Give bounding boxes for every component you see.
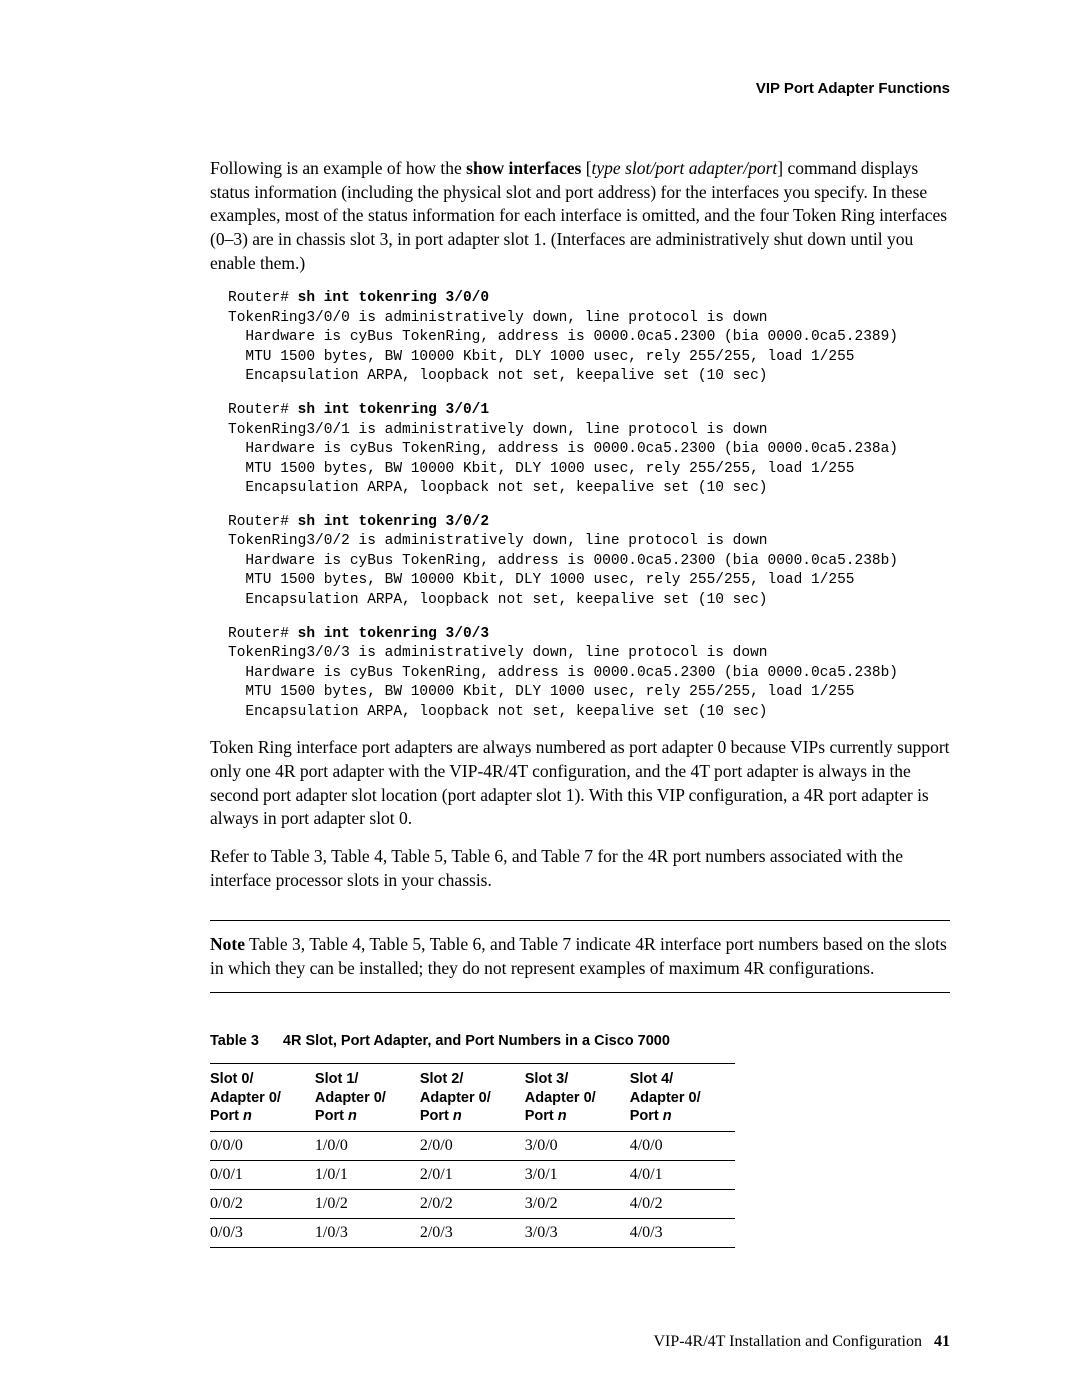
note-text: Table 3, Table 4, Table 5, Table 6, and …: [210, 934, 947, 978]
table-cell: 3/0/2: [525, 1189, 630, 1218]
table-cell: 0/0/2: [210, 1189, 315, 1218]
code-cmd: sh int tokenring 3/0/0: [298, 290, 489, 306]
code-body: TokenRing3/0/0 is administratively down,…: [228, 310, 898, 385]
hdr-l1: Slot 1/: [315, 1071, 359, 1087]
hdr-l3: Port: [525, 1108, 558, 1124]
table-cell: 0/0/3: [210, 1218, 315, 1247]
intro-command-bold: show interfaces: [466, 158, 581, 178]
table-header-row: Slot 0/Adapter 0/Port n Slot 1/Adapter 0…: [210, 1064, 735, 1131]
hdr-l3: Port: [420, 1108, 453, 1124]
code-block-4: Router# sh int tokenring 3/0/3 TokenRing…: [228, 625, 950, 723]
table-cell: 4/0/1: [630, 1160, 735, 1189]
hdr-lit: n: [453, 1108, 462, 1124]
hdr-l2: Adapter 0/: [525, 1090, 596, 1106]
table-cell: 4/0/2: [630, 1189, 735, 1218]
code-prompt: Router#: [228, 290, 298, 306]
table-row: 0/0/3 1/0/3 2/0/3 3/0/3 4/0/3: [210, 1218, 735, 1247]
table-cell: 3/0/3: [525, 1218, 630, 1247]
table-cell: 2/0/0: [420, 1131, 525, 1160]
table-header-2: Slot 2/Adapter 0/Port n: [420, 1064, 525, 1131]
table-caption: 4R Slot, Port Adapter, and Port Numbers …: [283, 1033, 670, 1049]
table-cell: 2/0/2: [420, 1189, 525, 1218]
table-cell: 0/0/0: [210, 1131, 315, 1160]
code-body: TokenRing3/0/2 is administratively down,…: [228, 533, 898, 608]
hdr-l1: Slot 0/: [210, 1071, 254, 1087]
table-header-0: Slot 0/Adapter 0/Port n: [210, 1064, 315, 1131]
hdr-lit: n: [348, 1108, 357, 1124]
note-rule-bottom: [210, 992, 950, 993]
footer-page-number: 41: [934, 1333, 950, 1350]
note-label: Note: [210, 934, 245, 954]
note-paragraph: Note Table 3, Table 4, Table 5, Table 6,…: [210, 933, 950, 980]
port-table: Slot 0/Adapter 0/Port n Slot 1/Adapter 0…: [210, 1063, 735, 1247]
hdr-l3: Port: [315, 1108, 348, 1124]
table-cell: 4/0/0: [630, 1131, 735, 1160]
intro-text-1: Following is an example of how the: [210, 158, 466, 178]
paragraph-3: Refer to Table 3, Table 4, Table 5, Tabl…: [210, 845, 950, 892]
hdr-l2: Adapter 0/: [420, 1090, 491, 1106]
hdr-l1: Slot 4/: [630, 1071, 674, 1087]
code-cmd: sh int tokenring 3/0/3: [298, 626, 489, 642]
table-cell: 0/0/1: [210, 1160, 315, 1189]
table-cell: 3/0/1: [525, 1160, 630, 1189]
page-content: VIP Port Adapter Functions Following is …: [0, 0, 1080, 1298]
table-cell: 1/0/2: [315, 1189, 420, 1218]
intro-paragraph: Following is an example of how the show …: [210, 157, 950, 275]
code-cmd: sh int tokenring 3/0/1: [298, 402, 489, 418]
hdr-l3: Port: [210, 1108, 243, 1124]
table-cell: 2/0/1: [420, 1160, 525, 1189]
code-cmd: sh int tokenring 3/0/2: [298, 514, 489, 530]
table-header-3: Slot 3/Adapter 0/Port n: [525, 1064, 630, 1131]
code-body: TokenRing3/0/1 is administratively down,…: [228, 422, 898, 497]
code-body: TokenRing3/0/3 is administratively down,…: [228, 645, 898, 720]
table-header-1: Slot 1/Adapter 0/Port n: [315, 1064, 420, 1131]
table-cell: 1/0/0: [315, 1131, 420, 1160]
page-footer: VIP-4R/4T Installation and Configuration…: [653, 1333, 950, 1351]
hdr-l2: Adapter 0/: [630, 1090, 701, 1106]
code-block-3: Router# sh int tokenring 3/0/2 TokenRing…: [228, 513, 950, 611]
hdr-l1: Slot 3/: [525, 1071, 569, 1087]
hdr-l3: Port: [630, 1108, 663, 1124]
table-cell: 2/0/3: [420, 1218, 525, 1247]
code-prompt: Router#: [228, 402, 298, 418]
hdr-lit: n: [243, 1108, 252, 1124]
hdr-l1: Slot 2/: [420, 1071, 464, 1087]
table-row: 0/0/0 1/0/0 2/0/0 3/0/0 4/0/0: [210, 1131, 735, 1160]
code-prompt: Router#: [228, 514, 298, 530]
hdr-lit: n: [558, 1108, 567, 1124]
intro-bracket-open: [: [581, 158, 591, 178]
note-rule-top: [210, 920, 950, 921]
table-row: 0/0/1 1/0/1 2/0/1 3/0/1 4/0/1: [210, 1160, 735, 1189]
paragraph-2: Token Ring interface port adapters are a…: [210, 736, 950, 831]
table-cell: 1/0/3: [315, 1218, 420, 1247]
table-cell: 1/0/1: [315, 1160, 420, 1189]
intro-args-italic: type slot/port adapter/port: [592, 158, 778, 178]
code-block-1: Router# sh int tokenring 3/0/0 TokenRing…: [228, 289, 950, 387]
footer-text: VIP-4R/4T Installation and Configuration: [653, 1333, 922, 1350]
hdr-lit: n: [663, 1108, 672, 1124]
hdr-l2: Adapter 0/: [210, 1090, 281, 1106]
table-cell: 3/0/0: [525, 1131, 630, 1160]
table-row: 0/0/2 1/0/2 2/0/2 3/0/2 4/0/2: [210, 1189, 735, 1218]
table-header-4: Slot 4/Adapter 0/Port n: [630, 1064, 735, 1131]
page-header: VIP Port Adapter Functions: [210, 80, 950, 97]
table-label: Table 3: [210, 1033, 259, 1049]
table-title: Table 3 4R Slot, Port Adapter, and Port N…: [210, 1033, 950, 1049]
table-cell: 4/0/3: [630, 1218, 735, 1247]
hdr-l2: Adapter 0/: [315, 1090, 386, 1106]
code-block-2: Router# sh int tokenring 3/0/1 TokenRing…: [228, 401, 950, 499]
code-prompt: Router#: [228, 626, 298, 642]
